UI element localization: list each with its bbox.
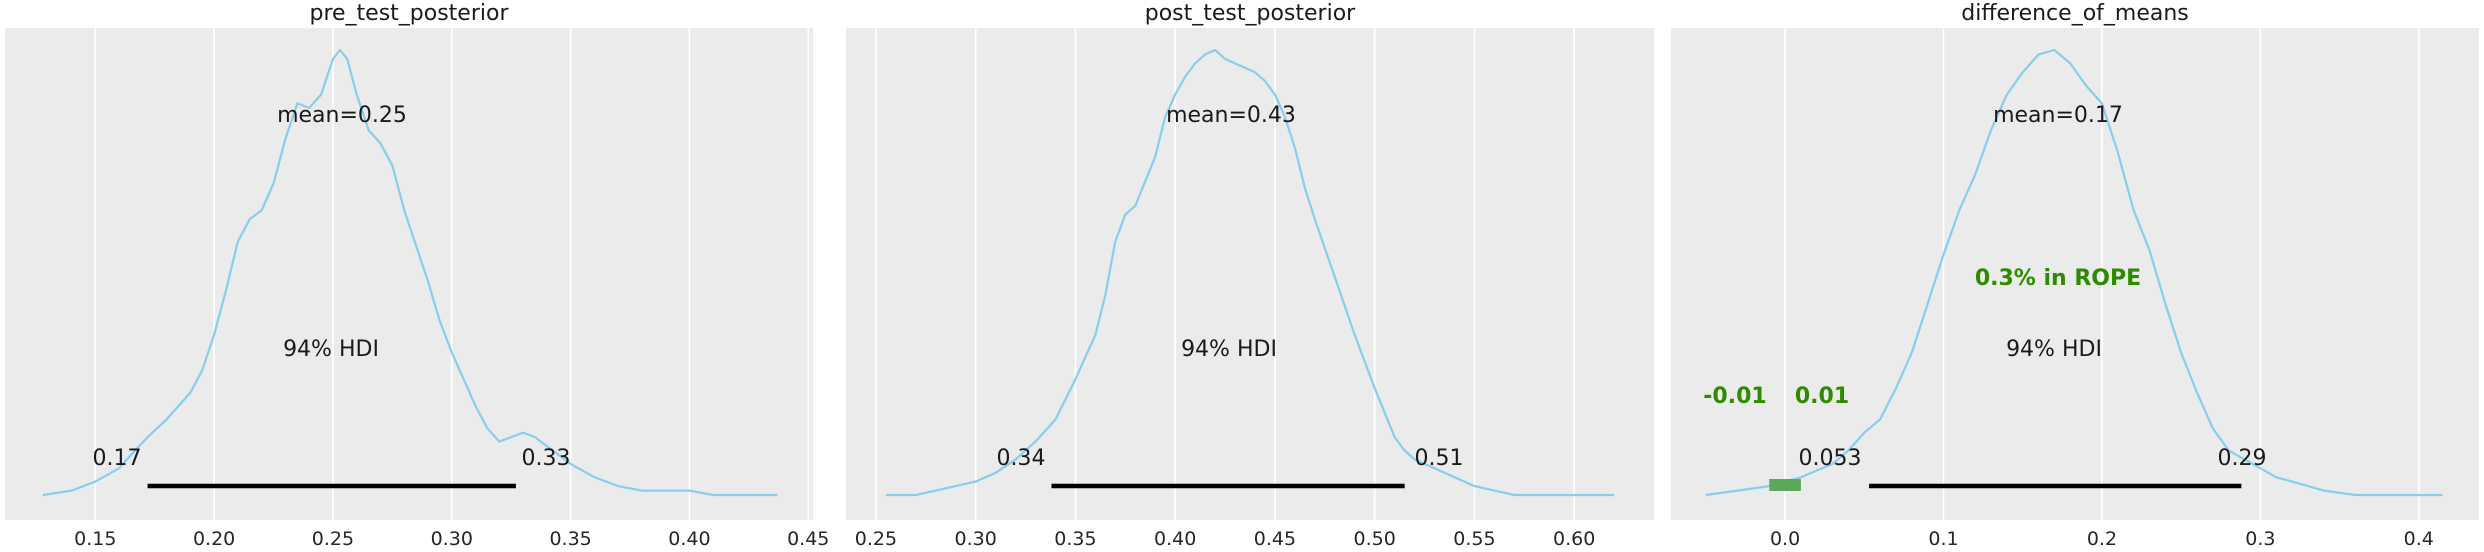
x-tick-label: 0.20 xyxy=(193,528,235,550)
panel-title: post_test_posterior xyxy=(1145,1,1356,26)
hdi-high-label: 0.29 xyxy=(2218,446,2267,471)
hdi-label: 94% HDI xyxy=(283,337,379,362)
hdi-low-label: 0.34 xyxy=(997,446,1046,471)
x-tick-label: 0.50 xyxy=(1354,528,1396,550)
density-line xyxy=(1705,48,2443,497)
hdi-high-label: 0.51 xyxy=(1415,446,1464,471)
mean-label: mean=0.25 xyxy=(277,103,407,128)
x-tick-label: 0.30 xyxy=(431,528,473,550)
x-tick-label: 0.30 xyxy=(955,528,997,550)
density-line xyxy=(42,48,778,497)
panel-title: difference_of_means xyxy=(1961,1,2189,26)
x-tick-label: 0.25 xyxy=(855,528,897,550)
hdi-low-label: 0.17 xyxy=(93,446,142,471)
x-tick-label: 0.3 xyxy=(2245,528,2275,550)
rope-high-label: 0.01 xyxy=(1795,384,1849,409)
x-tick-label: 0.45 xyxy=(787,528,829,550)
hdi-low-label: 0.053 xyxy=(1799,446,1862,471)
panel-post-test-posterior: 0.25 0.30 0.35 0.40 0.45 0.50 0.55 0.60 post_te… xyxy=(846,1,1654,550)
x-tick-label: 0.55 xyxy=(1453,528,1495,550)
panel-pre-test-posterior: 0.15 0.20 0.25 0.30 0.35 0.40 0.45 pre_test_po… xyxy=(5,1,829,550)
x-tick-label: 0.25 xyxy=(312,528,354,550)
hdi-high-label: 0.33 xyxy=(522,446,571,471)
panel-difference-of-means: 0.0 0.1 0.2 0.3 0.4 difference_of_means mean… xyxy=(1671,1,2479,550)
x-tick-label: 0.45 xyxy=(1254,528,1296,550)
hdi-label: 94% HDI xyxy=(2006,337,2102,362)
mean-label: mean=0.43 xyxy=(1166,103,1296,128)
axes-background xyxy=(846,28,1654,520)
mean-label: mean=0.17 xyxy=(1993,103,2123,128)
axes-background xyxy=(5,28,813,520)
rope-band xyxy=(1769,479,1801,491)
x-tick-label: 0.35 xyxy=(549,528,591,550)
x-tick-label: 0.40 xyxy=(1154,528,1196,550)
density-line xyxy=(885,48,1615,497)
x-tick-label: 0.4 xyxy=(2404,528,2434,550)
x-tick-label: 0.60 xyxy=(1553,528,1595,550)
panel-title: pre_test_posterior xyxy=(309,1,509,26)
x-tick-label: 0.2 xyxy=(2087,528,2117,550)
rope-low-label: -0.01 xyxy=(1703,384,1766,409)
x-tick-label: 0.1 xyxy=(1928,528,1958,550)
hdi-label: 94% HDI xyxy=(1181,337,1277,362)
x-tick-label: 0.40 xyxy=(668,528,710,550)
rope-percentage-label: 0.3% in ROPE xyxy=(1975,266,2141,291)
x-tick-label: 0.0 xyxy=(1770,528,1800,550)
x-tick-label: 0.35 xyxy=(1054,528,1096,550)
axes-background xyxy=(1671,28,2479,520)
x-tick-label: 0.15 xyxy=(74,528,116,550)
